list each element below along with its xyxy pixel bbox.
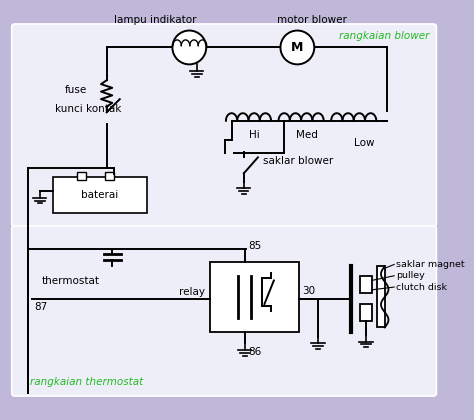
Bar — [210, 262, 299, 332]
Circle shape — [173, 31, 206, 64]
Text: pulley: pulley — [396, 271, 425, 280]
FancyBboxPatch shape — [12, 226, 437, 396]
Bar — [53, 177, 147, 213]
Text: saklar blower: saklar blower — [263, 156, 333, 166]
Text: Med: Med — [296, 130, 318, 140]
Text: 86: 86 — [248, 347, 262, 357]
FancyBboxPatch shape — [12, 24, 437, 227]
Bar — [377, 266, 385, 328]
Text: M: M — [291, 41, 303, 54]
Text: clutch disk: clutch disk — [396, 283, 447, 291]
Text: thermostat: thermostat — [42, 276, 100, 286]
Text: lampu indikator: lampu indikator — [114, 15, 197, 25]
Circle shape — [281, 31, 314, 64]
Text: saklar magnet: saklar magnet — [396, 260, 465, 269]
Text: Low: Low — [354, 138, 374, 148]
Text: fuse: fuse — [64, 85, 87, 95]
Text: 87: 87 — [34, 302, 47, 312]
Text: Hi: Hi — [249, 130, 259, 140]
Bar — [360, 276, 372, 293]
Text: kunci kontak: kunci kontak — [55, 103, 121, 113]
Bar — [77, 173, 86, 180]
Text: baterai: baterai — [82, 190, 118, 200]
Text: relay: relay — [179, 287, 205, 297]
Text: 30: 30 — [302, 286, 315, 297]
Text: 85: 85 — [248, 241, 262, 251]
Text: rangkaian blower: rangkaian blower — [338, 32, 429, 42]
Text: motor blower: motor blower — [277, 15, 346, 25]
Bar — [105, 173, 114, 180]
Bar — [360, 304, 372, 321]
Text: rangkaian thermostat: rangkaian thermostat — [29, 377, 143, 387]
